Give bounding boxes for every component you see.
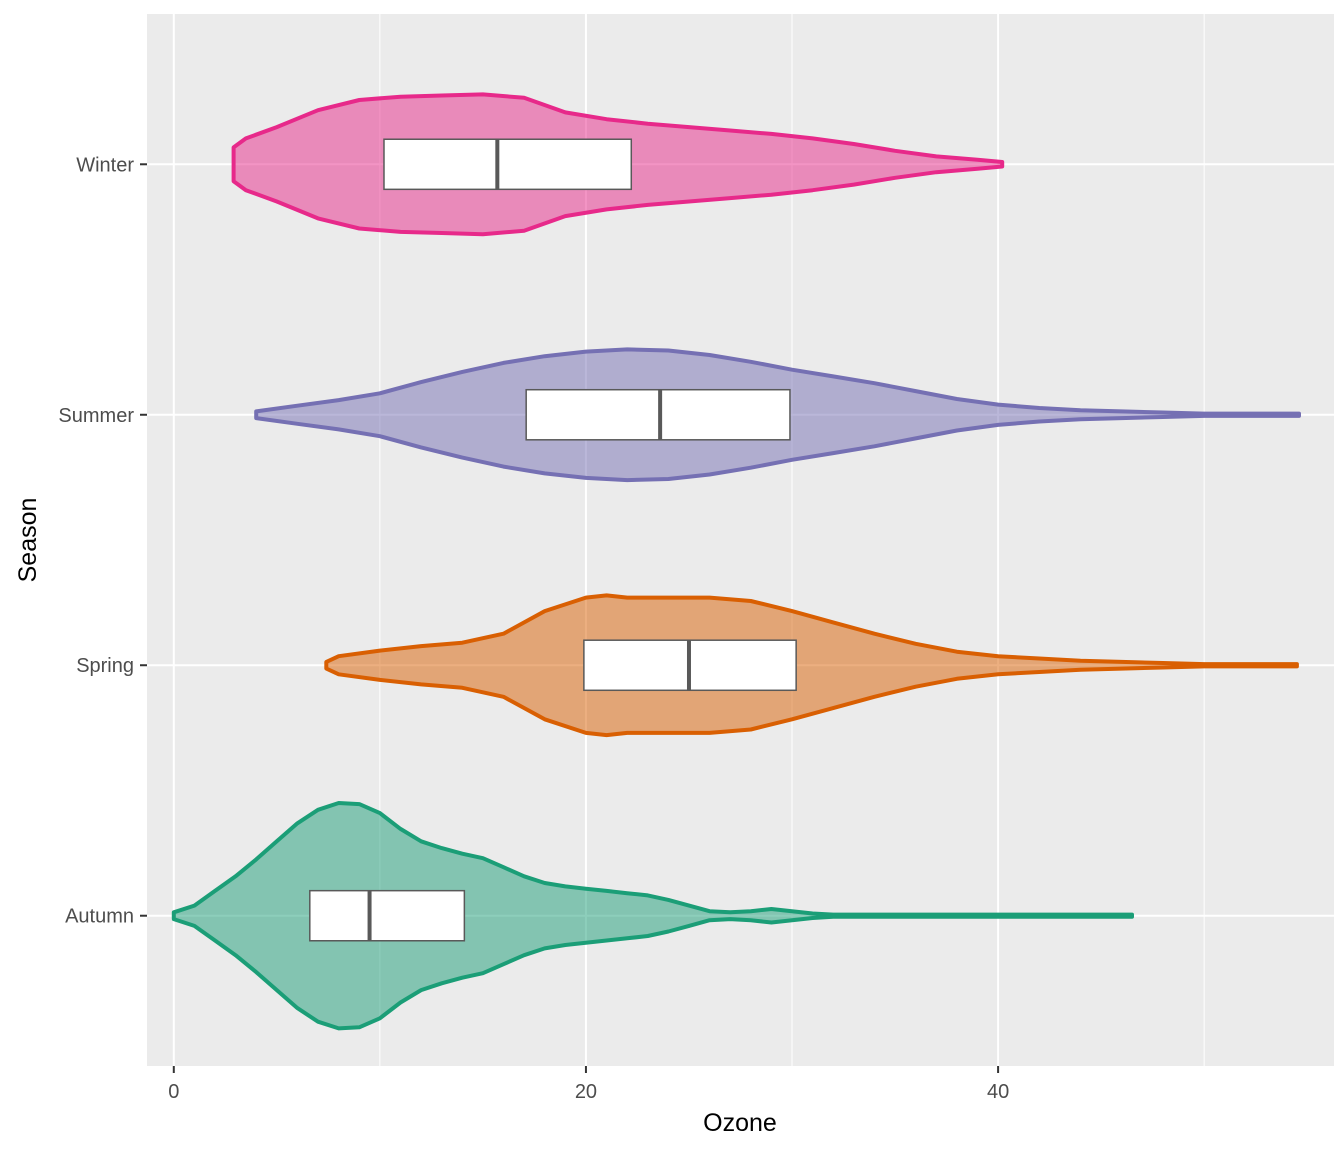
box-winter [383,138,633,191]
boxplots [309,138,797,942]
x-axis: 0 20 40 [168,1066,1009,1103]
y-tick-label: Summer [58,405,134,427]
x-tick-label: 40 [987,1081,1009,1103]
x-tick-label: 20 [575,1081,597,1103]
box-summer [525,388,791,441]
x-axis-title: Ozone [703,1109,777,1137]
x-tick-label: 0 [168,1081,179,1103]
violin-spring [324,593,1299,738]
y-axis: Autumn Spring Summer Winter [58,154,147,928]
y-axis-title: Season [14,498,42,583]
violins [171,92,1301,1031]
box-autumn [309,889,466,942]
violin-autumn [171,801,1134,1031]
y-tick-label: Spring [76,655,134,677]
y-tick-label: Autumn [65,906,134,928]
y-tick-label: Winter [76,154,134,176]
